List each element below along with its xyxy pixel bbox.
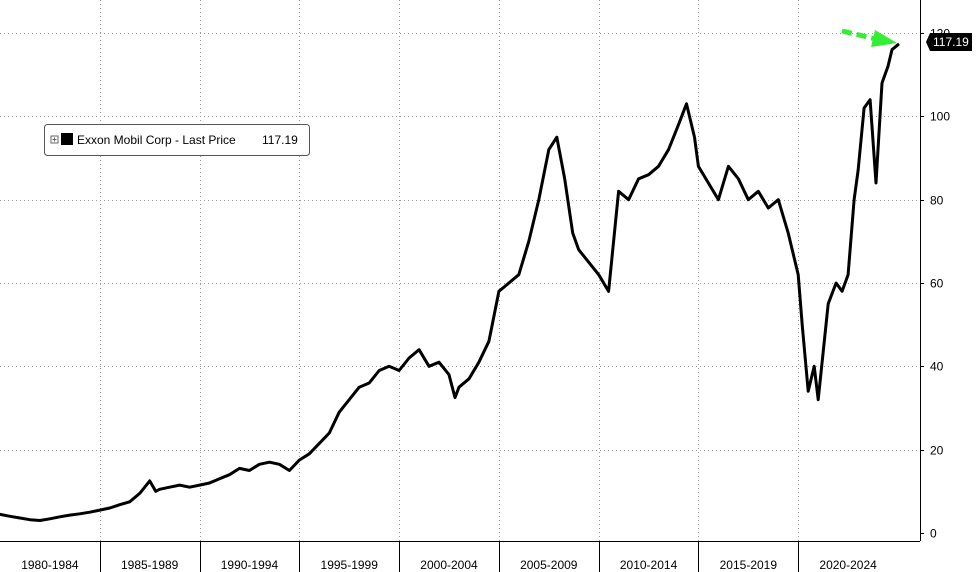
last-value-marker: 117.19 [926,33,972,51]
y-tick-label: 0 [930,527,937,541]
y-tick-label: 100 [930,110,950,124]
axes [0,0,921,542]
annotation-arrow-shaft [841,28,877,42]
legend-series-value: 117.19 [262,133,298,147]
annotation-arrow [841,28,897,47]
x-tick-label: 2005-2009 [520,558,578,572]
y-tick-label: 20 [930,444,944,458]
x-tick-label: 1990-1994 [221,558,279,572]
legend[interactable]: Exxon Mobil Corp - Last Price 117.19 [44,124,310,156]
x-tick-label: 1995-1999 [321,558,379,572]
x-tick-label: 2020-2024 [819,558,877,572]
x-tick-label: 2000-2004 [420,558,478,572]
y-tick-label: 60 [930,277,944,291]
price-series-line [0,43,900,522]
grid [0,0,924,572]
legend-swatch [61,133,73,145]
x-tick-label: 1980-1984 [21,558,79,572]
x-tick-label: 2010-2014 [620,558,678,572]
y-tick-label: 80 [930,194,944,208]
last-value-label: 117.19 [933,35,969,49]
legend-box [44,124,310,156]
x-tick-label: 1985-1989 [121,558,179,572]
y-tick-labels: 020406080100120 [930,27,950,541]
annotation-arrow-head [871,30,897,47]
y-tick-label: 40 [930,360,944,374]
last-value-badge [926,33,972,51]
series-group [0,43,900,522]
x-tick-labels: 1980-1984 1985-1989 1990-1994 1995-1999 2000… [21,558,877,572]
legend-series-name: Exxon Mobil Corp - Last Price [77,133,236,147]
x-tick-label: 2015-2019 [720,558,778,572]
